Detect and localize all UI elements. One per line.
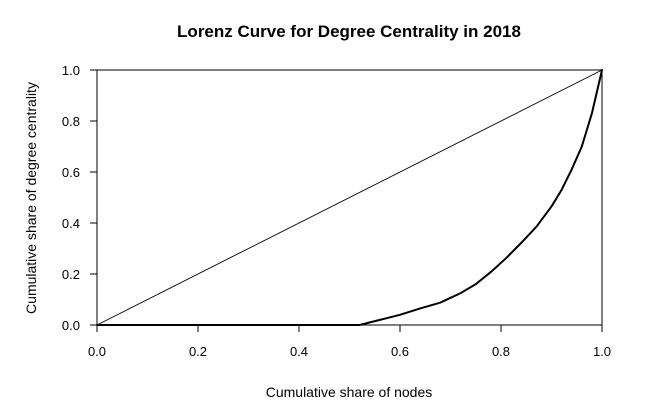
equality-line [96,69,603,326]
y-axis: 0.0 0.2 0.4 0.6 0.8 1.0 [62,63,98,333]
series-layer [96,69,603,326]
y-tick-label: 0.2 [62,267,80,282]
x-tick-label: 0.8 [492,344,510,359]
lorenz-curve-line [96,69,603,326]
y-tick-label: 0.8 [62,114,80,129]
x-tick-label: 0.2 [189,344,207,359]
y-tick-label: 1.0 [62,63,80,78]
x-tick-label: 1.0 [593,344,611,359]
x-tick-label: 0.6 [391,344,409,359]
x-axis-label: Cumulative share of nodes [266,384,433,400]
x-tick-label: 0.4 [290,344,308,359]
y-tick-label: 0.0 [62,318,80,333]
y-axis-label: Cumulative share of degree centrality [23,82,39,314]
y-tick-label: 0.4 [62,216,80,231]
chart-title: Lorenz Curve for Degree Centrality in 20… [177,22,521,41]
y-tick-label: 0.6 [62,165,80,180]
x-tick-label: 0.0 [88,344,106,359]
x-axis: 0.0 0.2 0.4 0.6 0.8 1.0 [88,324,611,359]
